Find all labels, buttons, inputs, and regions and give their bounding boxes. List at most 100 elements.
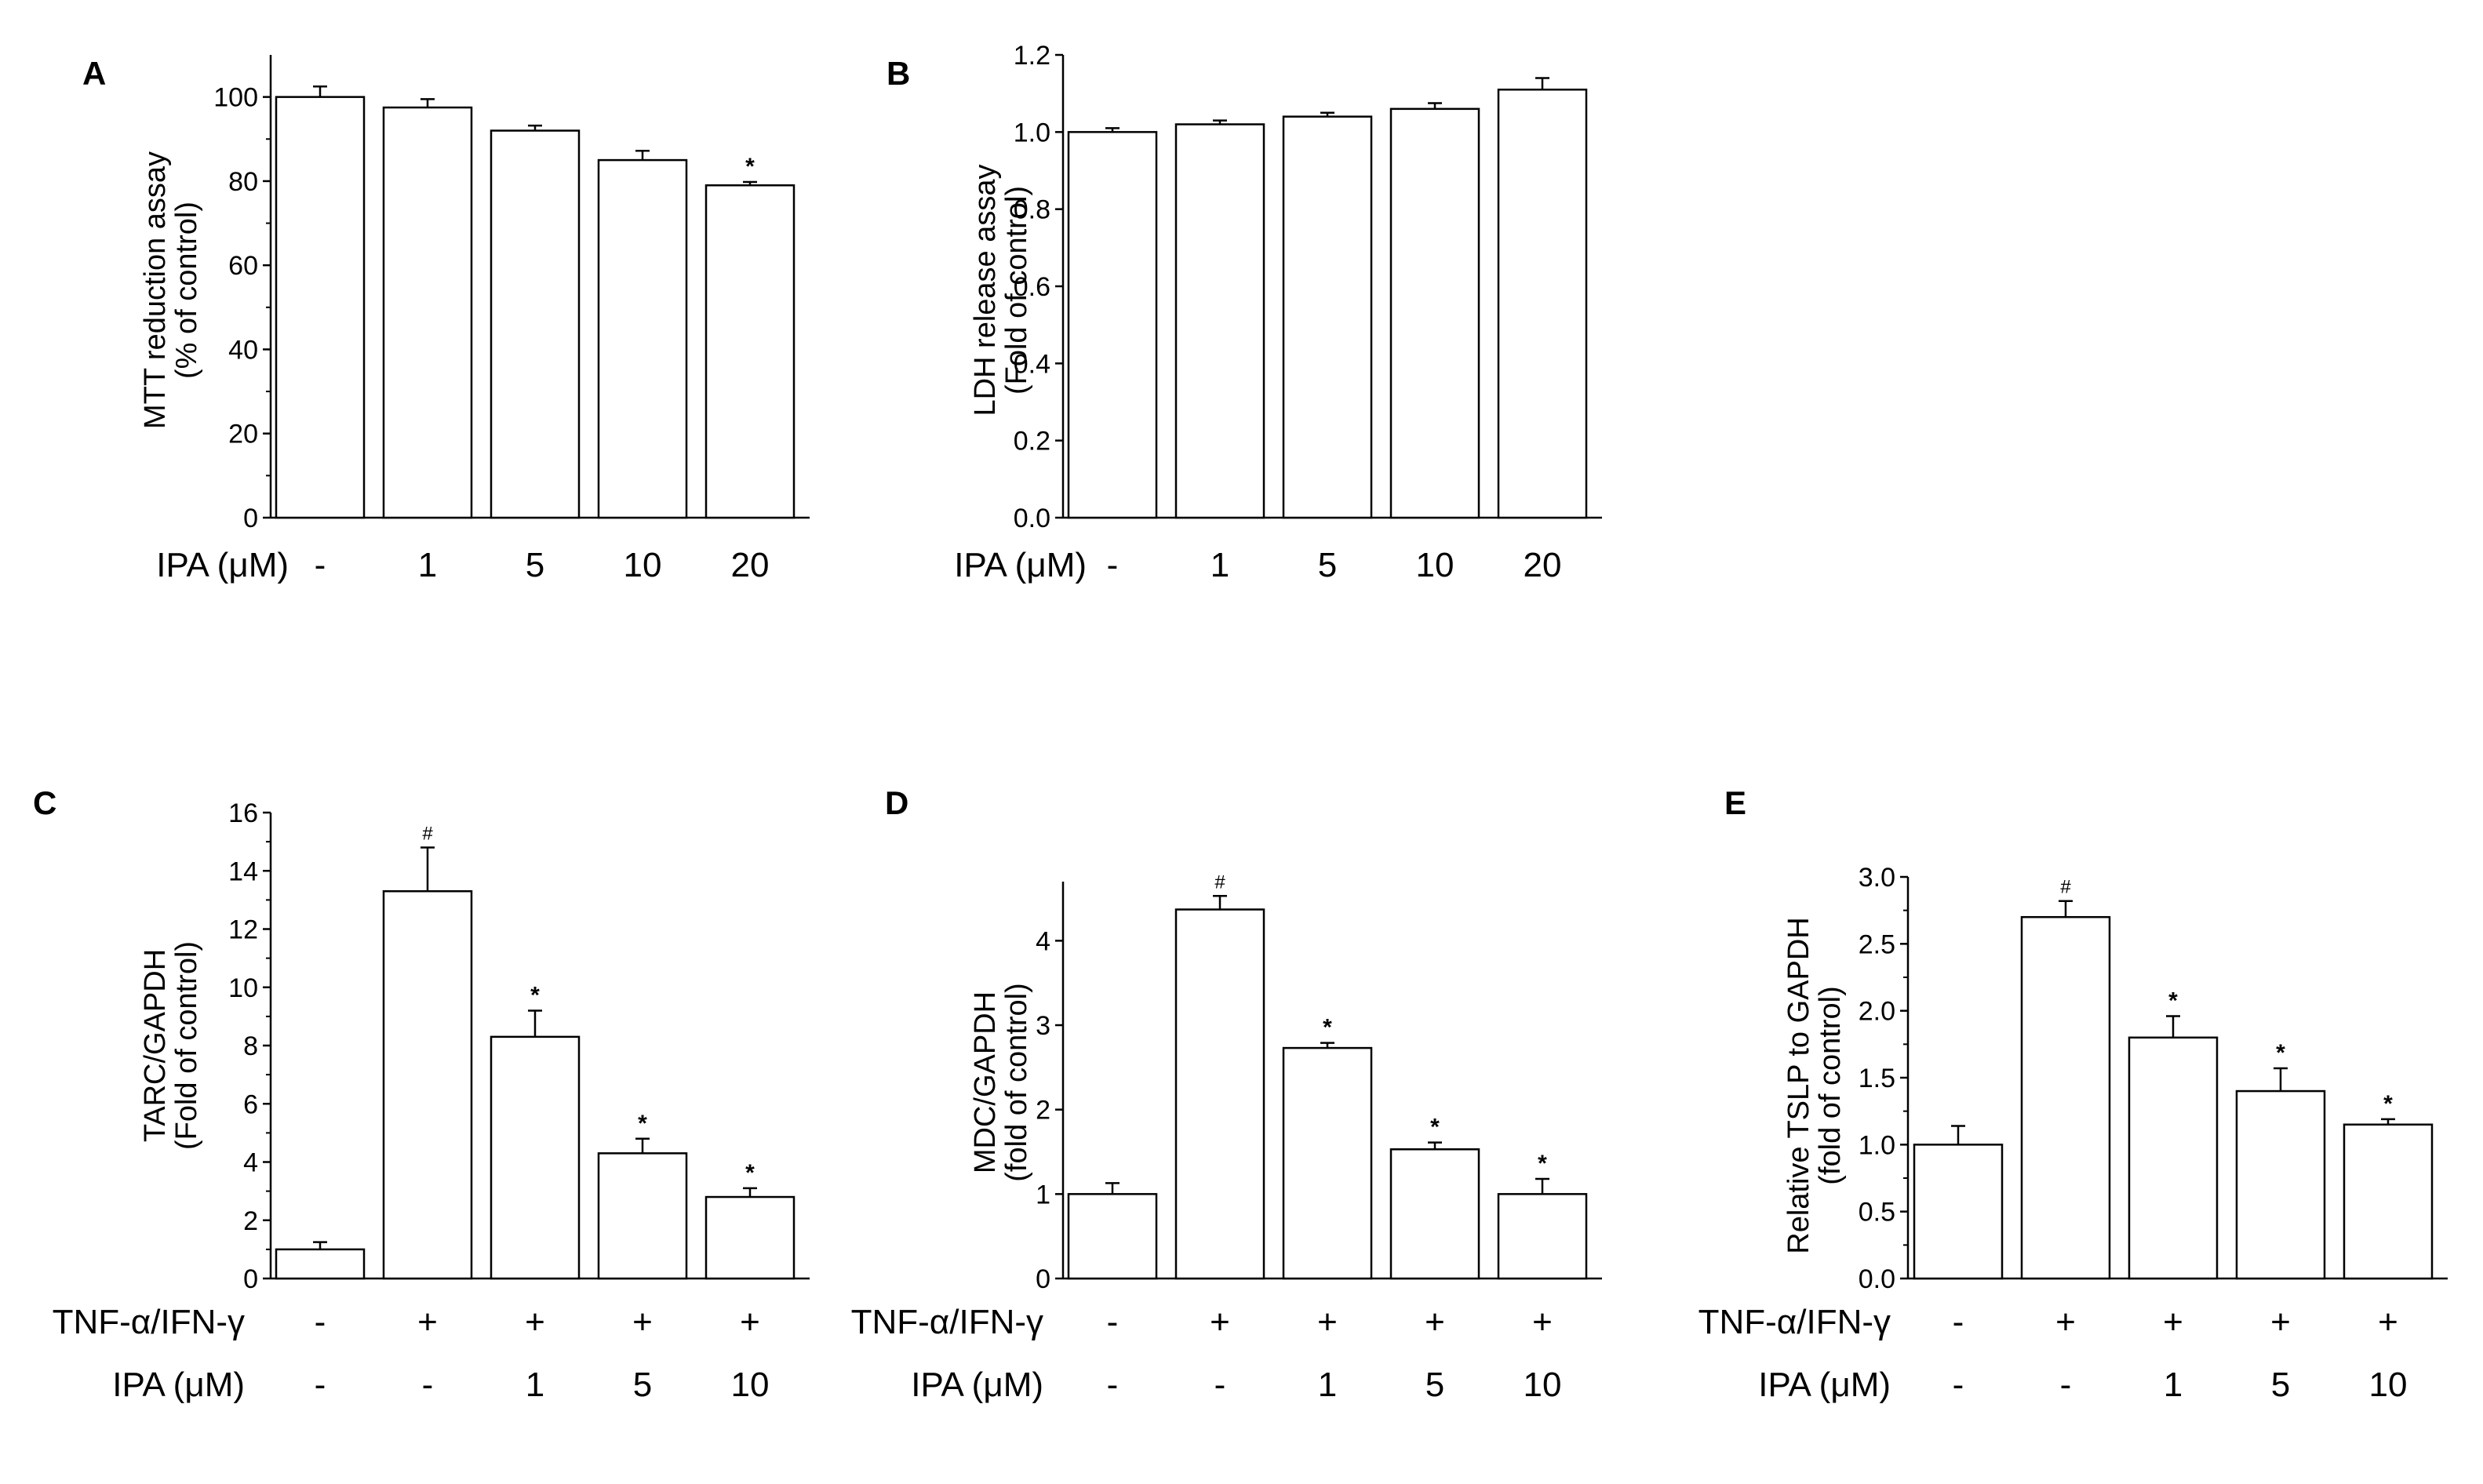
y-tick-label: 1: [1036, 1180, 1050, 1209]
y-tick-label: 0.4: [1014, 349, 1050, 379]
y-axis-label-line: LDH release assay: [969, 164, 1002, 416]
bar: [1389, 107, 1480, 519]
significance-marker: *: [745, 154, 755, 180]
significance-marker: #: [2060, 877, 2071, 898]
y-tick-label: 1.5: [1859, 1064, 1895, 1093]
condition-value: 5: [1425, 1366, 1444, 1404]
condition-row-label: TNF-α/IFN-γ: [851, 1303, 1043, 1341]
bar: [1497, 1193, 1588, 1280]
y-tick-label: 3: [1036, 1011, 1050, 1041]
bar: [490, 1035, 581, 1280]
y-axis-label: LDH release assay(Fold of control): [969, 164, 1033, 416]
condition-value: +: [2163, 1303, 2183, 1341]
bar: [275, 1248, 366, 1280]
condition-value: 20: [1524, 546, 1562, 584]
significance-marker: #: [1214, 871, 1225, 893]
significance-marker: *: [2276, 1040, 2285, 1066]
significance-marker: *: [530, 982, 540, 1008]
y-tick-label: 1.0: [1859, 1130, 1895, 1160]
condition-value: +: [740, 1303, 760, 1341]
y-tick-label: 80: [228, 167, 258, 197]
condition-value: -: [422, 1366, 434, 1404]
condition-value: +: [632, 1303, 653, 1341]
panel-a: A 0 20 40 60 80 100 MTT reduction assay(% of co…: [82, 55, 810, 584]
bar: [597, 1152, 688, 1280]
y-tick-label: 100: [213, 83, 258, 113]
condition-value: +: [2055, 1303, 2076, 1341]
y-axis-label: MTT reduction assay(% of control): [139, 151, 203, 429]
condition-value: +: [2270, 1303, 2291, 1341]
y-axis-label-line: (Fold of control): [1000, 186, 1033, 395]
condition-value: +: [2378, 1303, 2398, 1341]
y-tick-label: 2: [243, 1206, 258, 1236]
condition-value: 1: [2164, 1366, 2183, 1404]
condition-value: -: [1214, 1366, 1226, 1404]
significance-marker: *: [2383, 1091, 2393, 1117]
y-tick-label: 20: [228, 420, 258, 449]
bar: [382, 106, 473, 519]
panel-letter: D: [885, 784, 908, 821]
significance-marker: *: [745, 1160, 755, 1186]
bar: [1282, 115, 1373, 519]
bar: [2128, 1036, 2219, 1280]
condition-row-label: IPA (μM): [911, 1366, 1043, 1404]
y-tick-label: 0.0: [1014, 504, 1050, 533]
condition-value: 10: [1416, 546, 1454, 584]
bar: [1389, 1148, 1480, 1280]
condition-row-label: IPA (μM): [112, 1366, 245, 1404]
bar: [2020, 915, 2111, 1280]
y-axis-label: TARC/GAPDH(Fold of control): [139, 941, 203, 1150]
condition-value: +: [1532, 1303, 1553, 1341]
y-axis-label-line: TARC/GAPDH: [139, 949, 172, 1142]
bar: [1174, 908, 1265, 1280]
significance-marker: *: [1430, 1115, 1440, 1140]
condition-value: +: [1425, 1303, 1445, 1341]
significance-marker: *: [1538, 1151, 1547, 1177]
condition-value: -: [2060, 1366, 2072, 1404]
condition-row-label: IPA (μM): [1758, 1366, 1891, 1404]
y-axis-label-line: (Fold of control): [170, 941, 203, 1150]
bar: [1913, 1144, 2004, 1280]
bar: [382, 889, 473, 1280]
bar: [1067, 1193, 1158, 1280]
y-tick-label: 4: [1036, 926, 1050, 956]
y-tick-label: 2.5: [1859, 929, 1895, 959]
condition-value: 20: [731, 546, 770, 584]
bar: [2343, 1123, 2434, 1280]
bar: [1282, 1046, 1373, 1280]
y-tick-label: 0: [243, 1264, 258, 1294]
panel-b: B 0.0 0.2 0.4 0.6 0.8 1.0 1.2 LDH release assay(…: [887, 41, 1602, 584]
condition-value: 10: [731, 1366, 770, 1404]
y-axis-label-line: (fold of control): [1814, 986, 1847, 1184]
y-axis-label: MDC/GAPDH(fold of control): [969, 983, 1033, 1181]
significance-marker: *: [638, 1111, 647, 1137]
condition-value: 10: [1524, 1366, 1562, 1404]
condition-value: -: [315, 546, 326, 584]
condition-value: 5: [633, 1366, 652, 1404]
bar: [704, 1195, 796, 1280]
y-tick-label: 10: [228, 973, 258, 1003]
y-tick-label: 2.0: [1859, 997, 1895, 1027]
bar: [490, 129, 581, 519]
y-tick-label: 16: [228, 798, 258, 828]
y-tick-label: 6: [243, 1089, 258, 1119]
significance-marker: *: [1323, 1015, 1332, 1041]
condition-row-label: TNF-α/IFN-γ: [53, 1303, 245, 1341]
bar: [704, 184, 796, 519]
y-axis-label-line: MDC/GAPDH: [969, 991, 1002, 1173]
condition-value: -: [1107, 1303, 1119, 1341]
condition-row-label: TNF-α/IFN-γ: [1698, 1303, 1891, 1341]
y-tick-label: 1.0: [1014, 118, 1050, 147]
y-tick-label: 1.2: [1014, 41, 1050, 71]
condition-value: 1: [1211, 546, 1229, 584]
panel-e: E 0.0 0.5 1.0 1.5 2.0 2.5 3.0 Relative TSLP to G…: [1698, 784, 2448, 1404]
y-tick-label: 12: [228, 915, 258, 945]
y-axis-label-line: MTT reduction assay: [139, 151, 172, 429]
panel-letter: A: [82, 55, 106, 92]
condition-value: -: [315, 1303, 326, 1341]
significance-marker: #: [422, 824, 433, 845]
bar: [597, 158, 688, 519]
y-axis-label: Relative TSLP to GAPDH(fold of control): [1782, 917, 1847, 1253]
